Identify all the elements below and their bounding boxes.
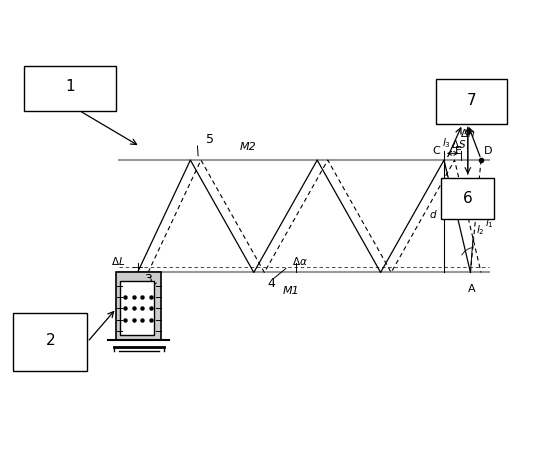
FancyBboxPatch shape xyxy=(116,273,161,340)
Text: $l_2$: $l_2$ xyxy=(476,223,485,237)
Text: A: A xyxy=(468,283,476,293)
Text: 7: 7 xyxy=(467,93,476,108)
Text: $\Delta\beta$: $\Delta\beta$ xyxy=(477,207,493,221)
Text: $\Delta L$: $\Delta L$ xyxy=(111,255,125,267)
Text: C: C xyxy=(433,146,441,156)
FancyBboxPatch shape xyxy=(120,282,154,335)
Text: M1: M1 xyxy=(282,286,299,296)
Text: D: D xyxy=(484,146,492,156)
Text: 6: 6 xyxy=(463,191,473,206)
Text: B: B xyxy=(134,283,142,293)
FancyBboxPatch shape xyxy=(13,313,88,371)
FancyBboxPatch shape xyxy=(436,79,507,124)
Text: $l_1$: $l_1$ xyxy=(485,216,493,230)
FancyBboxPatch shape xyxy=(24,66,116,111)
Text: 5: 5 xyxy=(206,133,214,147)
Text: M2: M2 xyxy=(240,142,257,152)
FancyBboxPatch shape xyxy=(442,178,494,218)
Text: 4: 4 xyxy=(267,277,275,290)
Text: E: E xyxy=(456,146,462,156)
Text: 2: 2 xyxy=(45,333,55,348)
Text: $\Delta h$: $\Delta h$ xyxy=(460,126,475,138)
Text: 3: 3 xyxy=(144,273,152,286)
Text: 1: 1 xyxy=(65,79,75,94)
Text: $\Delta\alpha$: $\Delta\alpha$ xyxy=(292,255,308,267)
Text: $l_3$: $l_3$ xyxy=(442,136,451,150)
Text: $d$: $d$ xyxy=(428,208,437,220)
Text: $\Delta S$: $\Delta S$ xyxy=(451,138,466,150)
